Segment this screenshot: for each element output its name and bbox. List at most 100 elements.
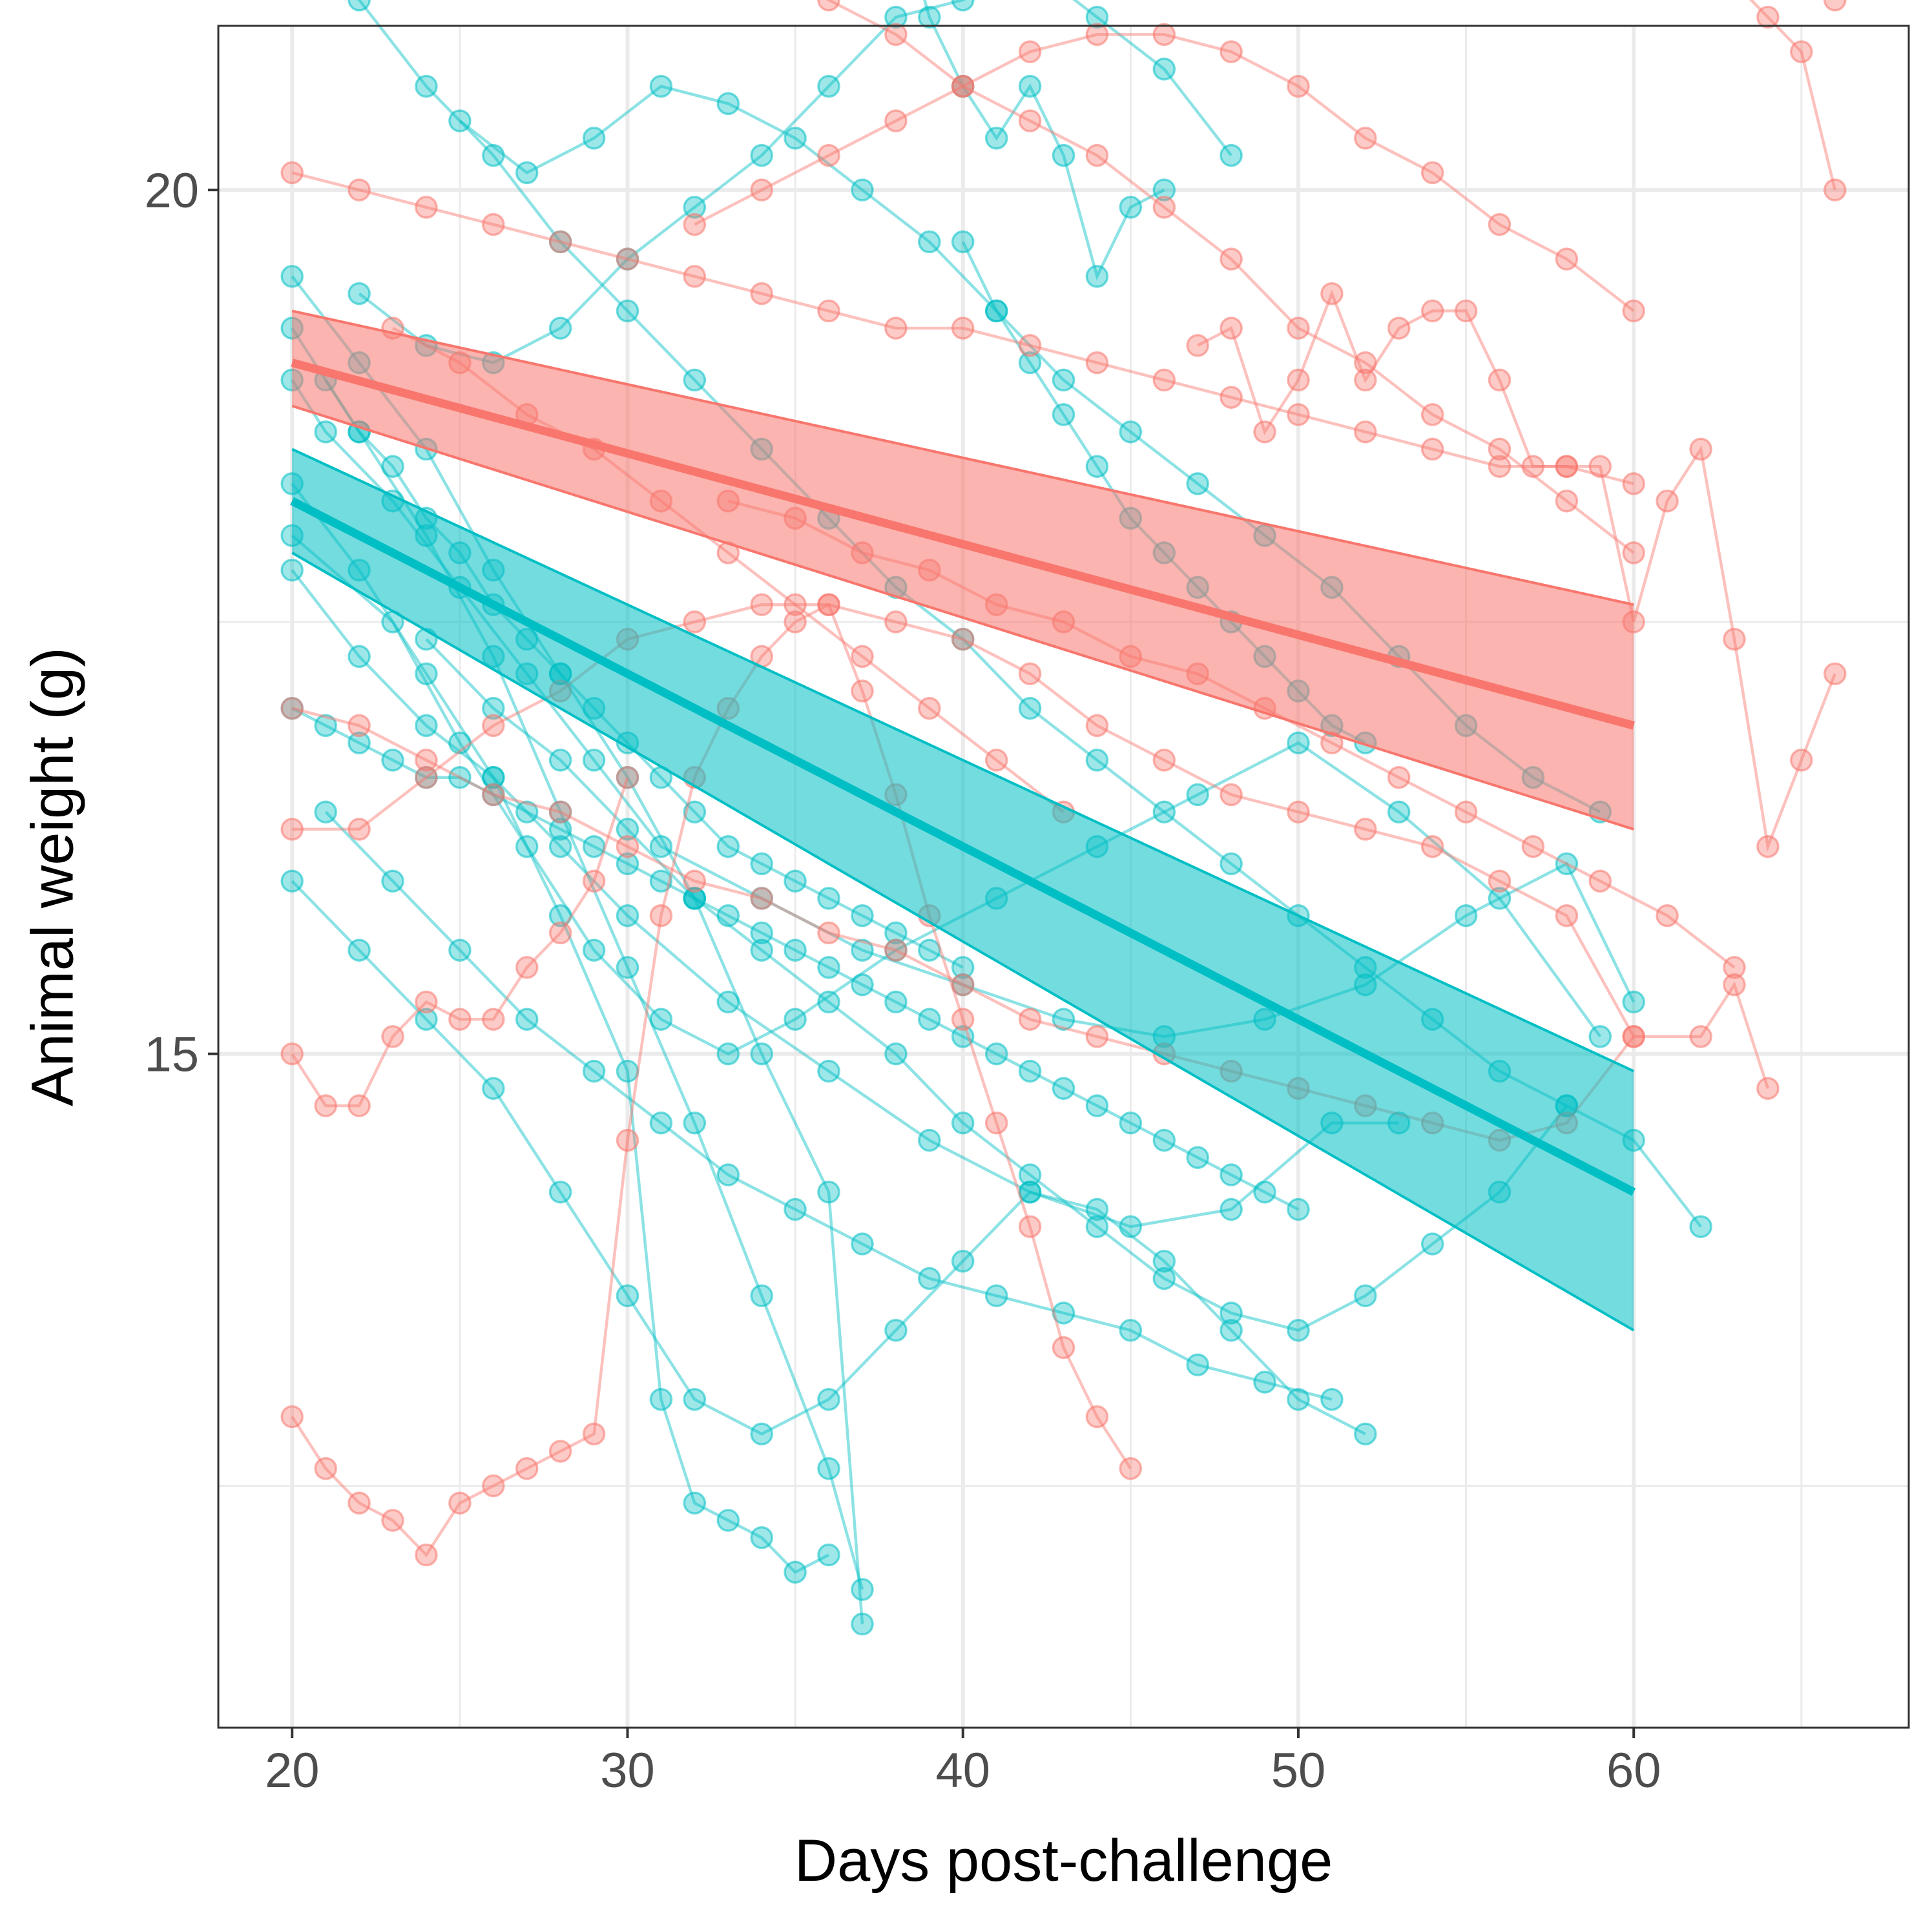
- data-point: [314, 1094, 337, 1117]
- data-point: [750, 1284, 773, 1307]
- data-point: [884, 990, 908, 1014]
- data-point: [1119, 1456, 1143, 1480]
- data-point: [817, 1543, 840, 1567]
- data-point: [884, 23, 908, 47]
- data-point: [1555, 247, 1579, 271]
- data-point: [1420, 1232, 1444, 1256]
- data-point: [314, 714, 337, 738]
- data-point: [1287, 1318, 1310, 1342]
- data-point: [683, 800, 707, 823]
- data-point: [1119, 1111, 1143, 1135]
- data-point: [750, 938, 773, 962]
- data-point: [1420, 403, 1444, 426]
- data-point: [1488, 368, 1511, 392]
- series-a5: [1823, 0, 1847, 12]
- data-point: [616, 1284, 639, 1307]
- data-point: [1588, 455, 1612, 478]
- data-point: [784, 1560, 807, 1584]
- data-point: [683, 212, 707, 236]
- band-lower-edge: [291, 404, 1634, 831]
- data-point: [348, 1491, 371, 1515]
- data-point: [884, 610, 908, 634]
- data-point: [1152, 178, 1176, 202]
- y-tick-label: 15: [144, 1028, 199, 1082]
- data-point: [280, 1042, 304, 1066]
- data-point: [851, 904, 874, 927]
- data-point: [1018, 334, 1042, 357]
- fit-line: [291, 358, 1635, 730]
- data-point: [1454, 904, 1478, 927]
- data-point: [750, 593, 773, 616]
- data-point: [1287, 1197, 1310, 1221]
- data-point: [784, 127, 807, 150]
- confidence-band: [292, 311, 1634, 829]
- series-a4: [1749, 0, 1847, 202]
- data-point: [381, 749, 404, 772]
- data-point: [280, 161, 304, 185]
- data-point: [884, 938, 908, 962]
- data-point: [1220, 386, 1243, 409]
- data-point: [1622, 472, 1645, 495]
- data-point: [482, 714, 505, 738]
- series-line: [291, 482, 830, 1574]
- data-point: [1354, 1422, 1377, 1445]
- series-a8: [280, 765, 639, 1117]
- data-point: [582, 749, 606, 772]
- data-point: [548, 904, 572, 927]
- data-point: [1420, 161, 1444, 185]
- data-point: [750, 1042, 773, 1066]
- data-point: [1052, 1336, 1075, 1360]
- band-upper-edge: [291, 309, 1634, 606]
- data-point: [1085, 23, 1109, 47]
- data-point: [1018, 696, 1042, 720]
- data-point: [1186, 1146, 1209, 1169]
- data-point: [918, 1267, 941, 1290]
- data-point: [1387, 316, 1411, 340]
- data-point: [1253, 1371, 1276, 1394]
- data-point: [851, 178, 874, 202]
- data-point: [1119, 420, 1143, 444]
- data-point: [415, 1543, 438, 1567]
- data-point: [280, 696, 304, 720]
- data-point: [381, 455, 404, 478]
- axes: 20 30 40 50 60 15 20: [144, 163, 1661, 1798]
- data-point: [280, 558, 304, 582]
- data-point: [1119, 196, 1143, 219]
- data-point: [1085, 749, 1109, 772]
- data-point: [1723, 627, 1746, 651]
- data-point: [1052, 368, 1075, 392]
- data-point: [1689, 1025, 1712, 1048]
- data-point: [616, 1059, 639, 1083]
- data-point: [548, 921, 572, 945]
- data-point: [1085, 714, 1109, 738]
- data-point: [1555, 904, 1579, 927]
- data-point: [1085, 265, 1109, 288]
- data-point: [1152, 23, 1176, 47]
- data-point: [1018, 1215, 1042, 1238]
- data-point: [314, 1456, 337, 1480]
- data-point: [515, 1008, 539, 1031]
- x-tick-label: 60: [1606, 1743, 1661, 1798]
- data-point: [984, 1111, 1008, 1135]
- data-point: [683, 869, 707, 893]
- data-point: [750, 143, 773, 167]
- data-point: [817, 990, 840, 1014]
- data-point: [1018, 109, 1042, 132]
- data-point: [1287, 731, 1310, 754]
- data-point: [851, 1612, 874, 1636]
- series-a10: [817, 0, 1645, 564]
- data-point: [616, 956, 639, 979]
- series-b9: [280, 524, 1612, 1066]
- data-point: [951, 1008, 975, 1031]
- data-point: [381, 869, 404, 893]
- data-point: [1656, 904, 1679, 927]
- data-point: [817, 1059, 840, 1083]
- data-point: [616, 765, 639, 789]
- data-point: [683, 887, 707, 910]
- data-point: [1119, 1318, 1143, 1342]
- series-line: [1197, 289, 1836, 853]
- data-point: [851, 679, 874, 703]
- data-point: [1186, 472, 1209, 495]
- data-point: [348, 714, 371, 738]
- series-b11: [280, 558, 1411, 1238]
